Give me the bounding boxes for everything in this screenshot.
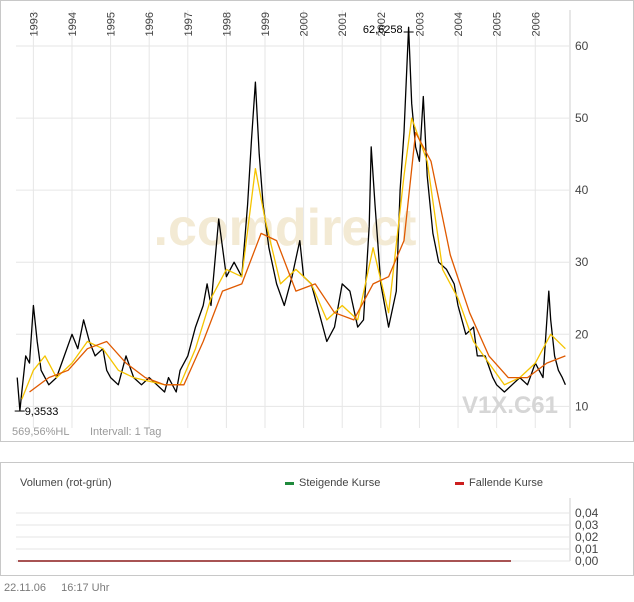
falling-legend-swatch (455, 482, 464, 485)
volume-tick-label: 0,00 (575, 554, 599, 568)
x-tick-label: 2002 (376, 12, 388, 36)
price-range-label: 569,56%HL (12, 426, 70, 438)
x-axis-ticks: 1993 1994 1995 1996 1997 1998 1999 2000 2001 2002… (28, 12, 542, 36)
footer-time: 16:17 Uhr (61, 582, 110, 594)
min-value-label: 9,3533 (25, 406, 59, 418)
x-tick-label: 1997 (183, 12, 195, 36)
x-tick-label: 2006 (530, 12, 542, 36)
price-line (16, 26, 566, 412)
footer: 22.11.06 16:17 Uhr (4, 582, 121, 594)
footer-date: 22.11.06 (4, 582, 47, 594)
rising-legend-swatch (285, 482, 294, 485)
max-value-label: 62,6258 (363, 24, 403, 36)
y-axis-ticks: 10 20 30 40 50 60 (575, 39, 589, 413)
price-series (16, 26, 566, 412)
x-tick-label: 1996 (144, 12, 156, 36)
volume-tick-label: 0,01 (575, 542, 599, 556)
y-tick-label: 60 (575, 39, 589, 53)
volume-tick-label: 0,03 (575, 518, 599, 532)
long-moving-average-line (29, 131, 566, 393)
symbol-label: V1X.C61 (462, 392, 558, 419)
volume-title: Volumen (rot-grün) (20, 477, 112, 489)
x-tick-label: 2005 (492, 12, 504, 36)
falling-legend-label: Fallende Kurse (469, 477, 543, 489)
volume-y-ticks: 0,040,030,020,010,00 (575, 506, 599, 568)
x-tick-label: 1995 (106, 12, 118, 36)
x-tick-label: 1993 (28, 12, 40, 36)
x-tick-label: 2003 (414, 12, 426, 36)
y-tick-label: 40 (575, 183, 589, 197)
rising-legend-label: Steigende Kurse (299, 477, 380, 489)
y-tick-label: 50 (575, 111, 589, 125)
extreme-annotations: 62,6258 9,3533 (14, 24, 414, 418)
y-tick-label: 20 (575, 327, 589, 341)
x-tick-label: 2000 (299, 12, 311, 36)
x-tick-label: 2001 (337, 12, 349, 36)
x-tick-label: 2004 (453, 12, 465, 36)
y-tick-label: 30 (575, 255, 589, 269)
volume-tick-label: 0,04 (575, 506, 599, 520)
volume-tick-label: 0,02 (575, 530, 599, 544)
y-tick-label: 10 (575, 399, 589, 413)
x-tick-label: 1994 (67, 12, 79, 36)
interval-label: Intervall: 1 Tag (90, 426, 161, 438)
price-grid (16, 10, 571, 428)
x-tick-label: 1998 (221, 12, 233, 36)
x-tick-label: 1999 (260, 12, 272, 36)
short-moving-average-line (21, 117, 566, 400)
